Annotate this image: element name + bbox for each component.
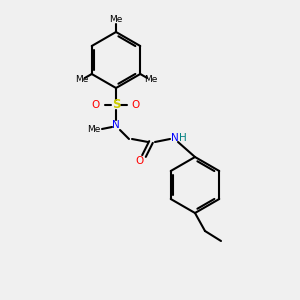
Text: O: O xyxy=(136,156,144,166)
Text: N: N xyxy=(171,133,179,143)
Text: S: S xyxy=(112,98,120,112)
Text: H: H xyxy=(179,133,187,143)
Text: Me: Me xyxy=(75,76,88,85)
Text: O: O xyxy=(132,100,140,110)
Text: O: O xyxy=(92,100,100,110)
Text: Me: Me xyxy=(144,76,157,85)
Text: Me: Me xyxy=(87,125,101,134)
Text: N: N xyxy=(112,120,120,130)
Text: Me: Me xyxy=(109,16,123,25)
